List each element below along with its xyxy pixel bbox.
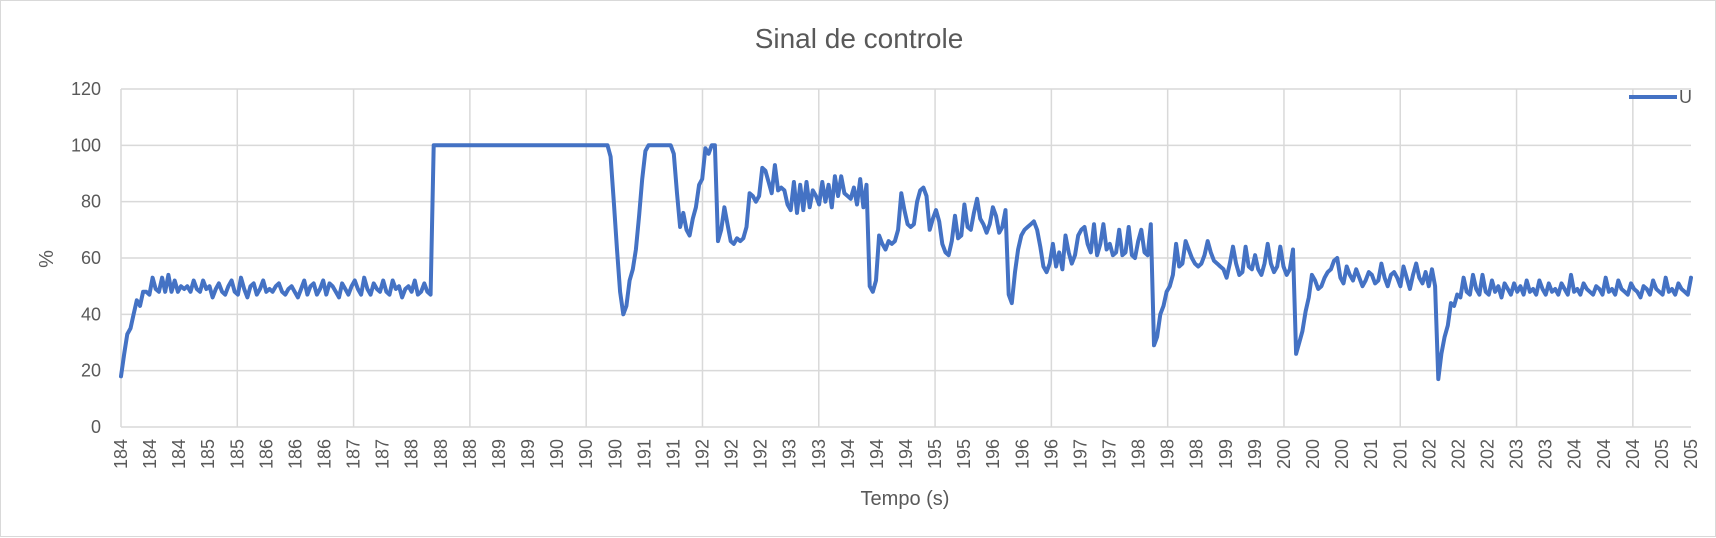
x-tick-label: 202 [1477,439,1497,469]
x-tick-label: 184 [111,439,131,469]
y-tick-label: 40 [81,304,101,324]
x-tick-label: 204 [1594,439,1614,469]
x-tick-label: 198 [1187,439,1207,469]
x-tick-label: 186 [285,439,305,469]
x-tick-label: 189 [489,439,509,469]
x-axis-label: Tempo (s) [861,488,950,510]
x-tick-label: 192 [751,439,771,469]
x-tick-label: 190 [605,439,625,469]
x-tick-label: 197 [1100,439,1120,469]
x-tick-labels: 184 184 184 185 185 186 186 186 187 187 188 188 188 1… [111,439,1701,469]
x-tick-label: 201 [1390,439,1410,469]
y-tick-label: 100 [71,135,101,155]
x-tick-label: 196 [1041,439,1061,469]
legend: U [1629,87,1692,107]
series-line-U [119,143,1693,382]
y-tick-labels: 0 20 40 60 80 100 120 [71,79,101,437]
x-tick-label: 196 [1012,439,1032,469]
x-tick-label: 187 [373,439,393,469]
x-tick-label: 199 [1216,439,1236,469]
x-tick-label: 194 [867,439,887,469]
x-tick-label: 205 [1681,439,1701,469]
x-tick-label: 185 [198,439,218,469]
x-tick-label: 200 [1332,439,1352,469]
x-tick-label: 187 [344,439,364,469]
x-tick-label: 204 [1623,439,1643,469]
x-tick-label: 186 [315,439,335,469]
x-tick-label: 192 [692,439,712,469]
x-tick-label: 193 [809,439,829,469]
y-axis-label: % [36,250,58,268]
y-tick-label: 20 [81,361,101,381]
x-tick-label: 188 [460,439,480,469]
x-tick-label: 195 [954,439,974,469]
x-tick-label: 195 [925,439,945,469]
legend-label: U [1679,87,1692,107]
y-tick-label: 60 [81,248,101,268]
x-tick-label: 188 [431,439,451,469]
x-tick-label: 192 [722,439,742,469]
x-tick-label: 204 [1565,439,1585,469]
x-tick-label: 194 [838,439,858,469]
x-tick-label: 196 [983,439,1003,469]
x-tick-label: 191 [663,439,683,469]
x-tick-label: 203 [1536,439,1556,469]
x-tick-label: 198 [1158,439,1178,469]
x-tick-label: 202 [1419,439,1439,469]
x-tick-label: 184 [169,439,189,469]
x-tick-label: 191 [634,439,654,469]
x-tick-label: 199 [1245,439,1265,469]
x-tick-label: 184 [140,439,160,469]
x-tick-label: 190 [547,439,567,469]
x-tick-label: 189 [518,439,538,469]
x-tick-label: 193 [780,439,800,469]
y-tick-label: 80 [81,192,101,212]
x-tick-label: 194 [896,439,916,469]
y-tick-label: 0 [91,417,101,437]
x-tick-label: 197 [1070,439,1090,469]
x-tick-label: 200 [1274,439,1294,469]
x-tick-label: 198 [1129,439,1149,469]
x-tick-label: 202 [1448,439,1468,469]
x-tick-label: 200 [1303,439,1323,469]
x-tick-label: 201 [1361,439,1381,469]
x-tick-label: 185 [227,439,247,469]
x-tick-label: 205 [1652,439,1672,469]
x-tick-label: 203 [1507,439,1527,469]
y-tick-label: 120 [71,79,101,99]
chart-title: Sinal de controle [755,23,964,54]
gridlines [120,88,1691,428]
x-tick-label: 186 [256,439,276,469]
series-layer [119,143,1693,382]
x-tick-label: 188 [402,439,422,469]
x-tick-label: 190 [576,439,596,469]
